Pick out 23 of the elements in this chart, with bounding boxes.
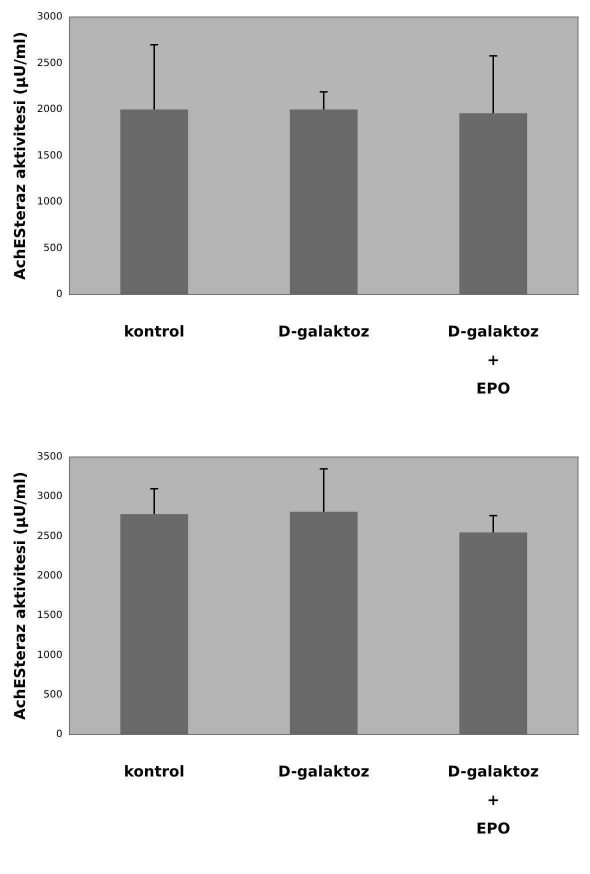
y-axis-title: AchESteraz aktivitesi (µU/ml) [10, 32, 29, 280]
y-tick-label: 0 [56, 729, 62, 740]
x-tick-label: D-galaktoz + EPO [448, 322, 540, 398]
y-tick-label: 3500 [36, 452, 62, 463]
x-tick-label: kontrol [124, 322, 184, 341]
y-tick-label: 2000 [36, 570, 62, 582]
y-tick-label: 1000 [36, 650, 62, 661]
y-tick-label: 1000 [36, 196, 62, 208]
x-tick-label: D-galaktoz [278, 322, 370, 341]
y-tick-label: 2000 [36, 104, 62, 116]
y-tick-label: 3000 [36, 491, 62, 502]
y-tick-label: 0 [56, 289, 62, 300]
x-tick-label: D-galaktoz + EPO [448, 762, 540, 838]
y-tick-label: 2500 [36, 58, 62, 69]
y-tick-label: 3000 [36, 12, 62, 23]
y-axis-title: AchESteraz aktivitesi (µU/ml) [10, 472, 29, 720]
x-tick-label: kontrol [124, 762, 184, 781]
y-tick-label: 2500 [36, 530, 62, 542]
y-tick-label: 500 [43, 242, 62, 254]
x-tick-label: D-galaktoz [278, 762, 370, 781]
y-tick-label: 500 [43, 689, 62, 700]
y-tick-label: 1500 [36, 610, 62, 622]
y-tick-label: 1500 [36, 150, 62, 162]
